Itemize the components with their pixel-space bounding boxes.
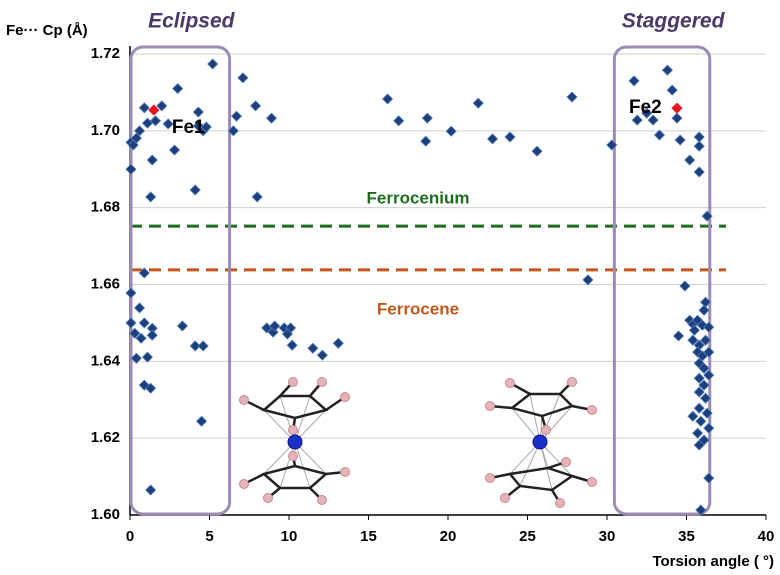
data-point <box>422 113 432 123</box>
y-tick-label: 1.68 <box>91 199 120 216</box>
data-point <box>704 473 714 483</box>
x-tick-label: 30 <box>599 528 616 545</box>
data-point <box>267 113 277 123</box>
x-tick-label: 35 <box>678 528 695 545</box>
data-point <box>238 73 248 83</box>
data-point <box>446 126 456 136</box>
x-axis-label: Torsion angle ( °) <box>652 553 774 570</box>
data-point <box>126 288 136 298</box>
data-point <box>688 411 698 421</box>
data-point <box>333 338 343 348</box>
data-point <box>394 116 404 126</box>
x-tick-label: 5 <box>205 528 213 545</box>
point-label: Fe2 <box>629 97 662 118</box>
data-point <box>308 343 318 353</box>
region-label: Staggered <box>622 10 726 33</box>
y-axis-label: Fe··· Cp (Å) <box>6 22 88 39</box>
data-point <box>147 330 157 340</box>
data-point <box>694 403 704 413</box>
data-point <box>252 192 262 202</box>
data-point <box>287 340 297 350</box>
data-point <box>672 113 682 123</box>
data-point <box>142 118 152 128</box>
data-point <box>251 101 261 111</box>
y-tick-label: 1.60 <box>91 506 120 523</box>
data-point <box>126 164 136 174</box>
data-point <box>685 155 695 165</box>
y-tick-label: 1.64 <box>91 352 121 369</box>
x-tick-label: 10 <box>281 528 298 545</box>
data-point <box>680 281 690 291</box>
data-point <box>126 318 136 328</box>
staggered-molecule <box>486 378 597 508</box>
x-tick-label: 25 <box>519 528 536 545</box>
data-point <box>675 135 685 145</box>
y-tick-label: 1.72 <box>91 45 120 62</box>
data-point <box>198 341 208 351</box>
data-point <box>672 103 682 113</box>
y-tick-label: 1.70 <box>91 122 120 139</box>
data-point <box>232 111 242 121</box>
data-point <box>170 145 180 155</box>
data-point <box>532 146 542 156</box>
point-label: Fe1 <box>172 117 205 138</box>
data-point <box>197 416 207 426</box>
data-point <box>629 76 639 86</box>
data-point <box>583 275 593 285</box>
data-point <box>190 185 200 195</box>
data-point <box>674 331 684 341</box>
data-point <box>473 98 483 108</box>
data-point <box>317 350 327 360</box>
data-point <box>704 423 714 433</box>
data-point <box>567 92 577 102</box>
x-tick-label: 0 <box>126 528 134 545</box>
data-point <box>696 416 706 426</box>
eclipsed-molecule <box>240 378 350 505</box>
y-tick-label: 1.66 <box>91 275 120 292</box>
data-point <box>421 136 431 146</box>
data-point <box>135 303 145 313</box>
reference-label: Ferrocenium <box>367 189 470 208</box>
data-point <box>654 130 664 140</box>
data-point <box>139 103 149 113</box>
data-point <box>694 167 704 177</box>
data-point <box>146 192 156 202</box>
region-label: Eclipsed <box>148 10 236 33</box>
data-point <box>488 134 498 144</box>
plot-area: 1.60 1.62 1.64 1.66 1.68 1.70 1.72 0 5 10 15 20 25 30… <box>91 10 775 545</box>
data-point <box>694 141 704 151</box>
x-tick-label: 40 <box>758 528 775 545</box>
data-point <box>150 116 160 126</box>
data-point <box>694 132 704 142</box>
data-point <box>505 132 515 142</box>
reference-label: Ferrocene <box>377 299 459 318</box>
page: {"chart_data": { "type": "scatter", "y_l… <box>0 0 780 575</box>
x-tick-label: 20 <box>440 528 457 545</box>
data-point <box>693 428 703 438</box>
x-tick-label: 15 <box>360 528 377 545</box>
data-point <box>173 84 183 94</box>
chart: Fe··· Cp (Å) Torsion angle ( °) 1.60 1.62… <box>0 0 780 575</box>
data-point <box>193 107 203 117</box>
data-point <box>208 59 218 69</box>
data-point <box>139 318 149 328</box>
data-point <box>662 65 672 75</box>
data-point <box>699 305 709 315</box>
data-point <box>177 321 187 331</box>
data-point <box>147 155 157 165</box>
data-point <box>142 352 152 362</box>
data-point <box>383 94 393 104</box>
data-point <box>667 85 677 95</box>
y-tick-label: 1.62 <box>91 429 120 446</box>
data-point <box>146 485 156 495</box>
